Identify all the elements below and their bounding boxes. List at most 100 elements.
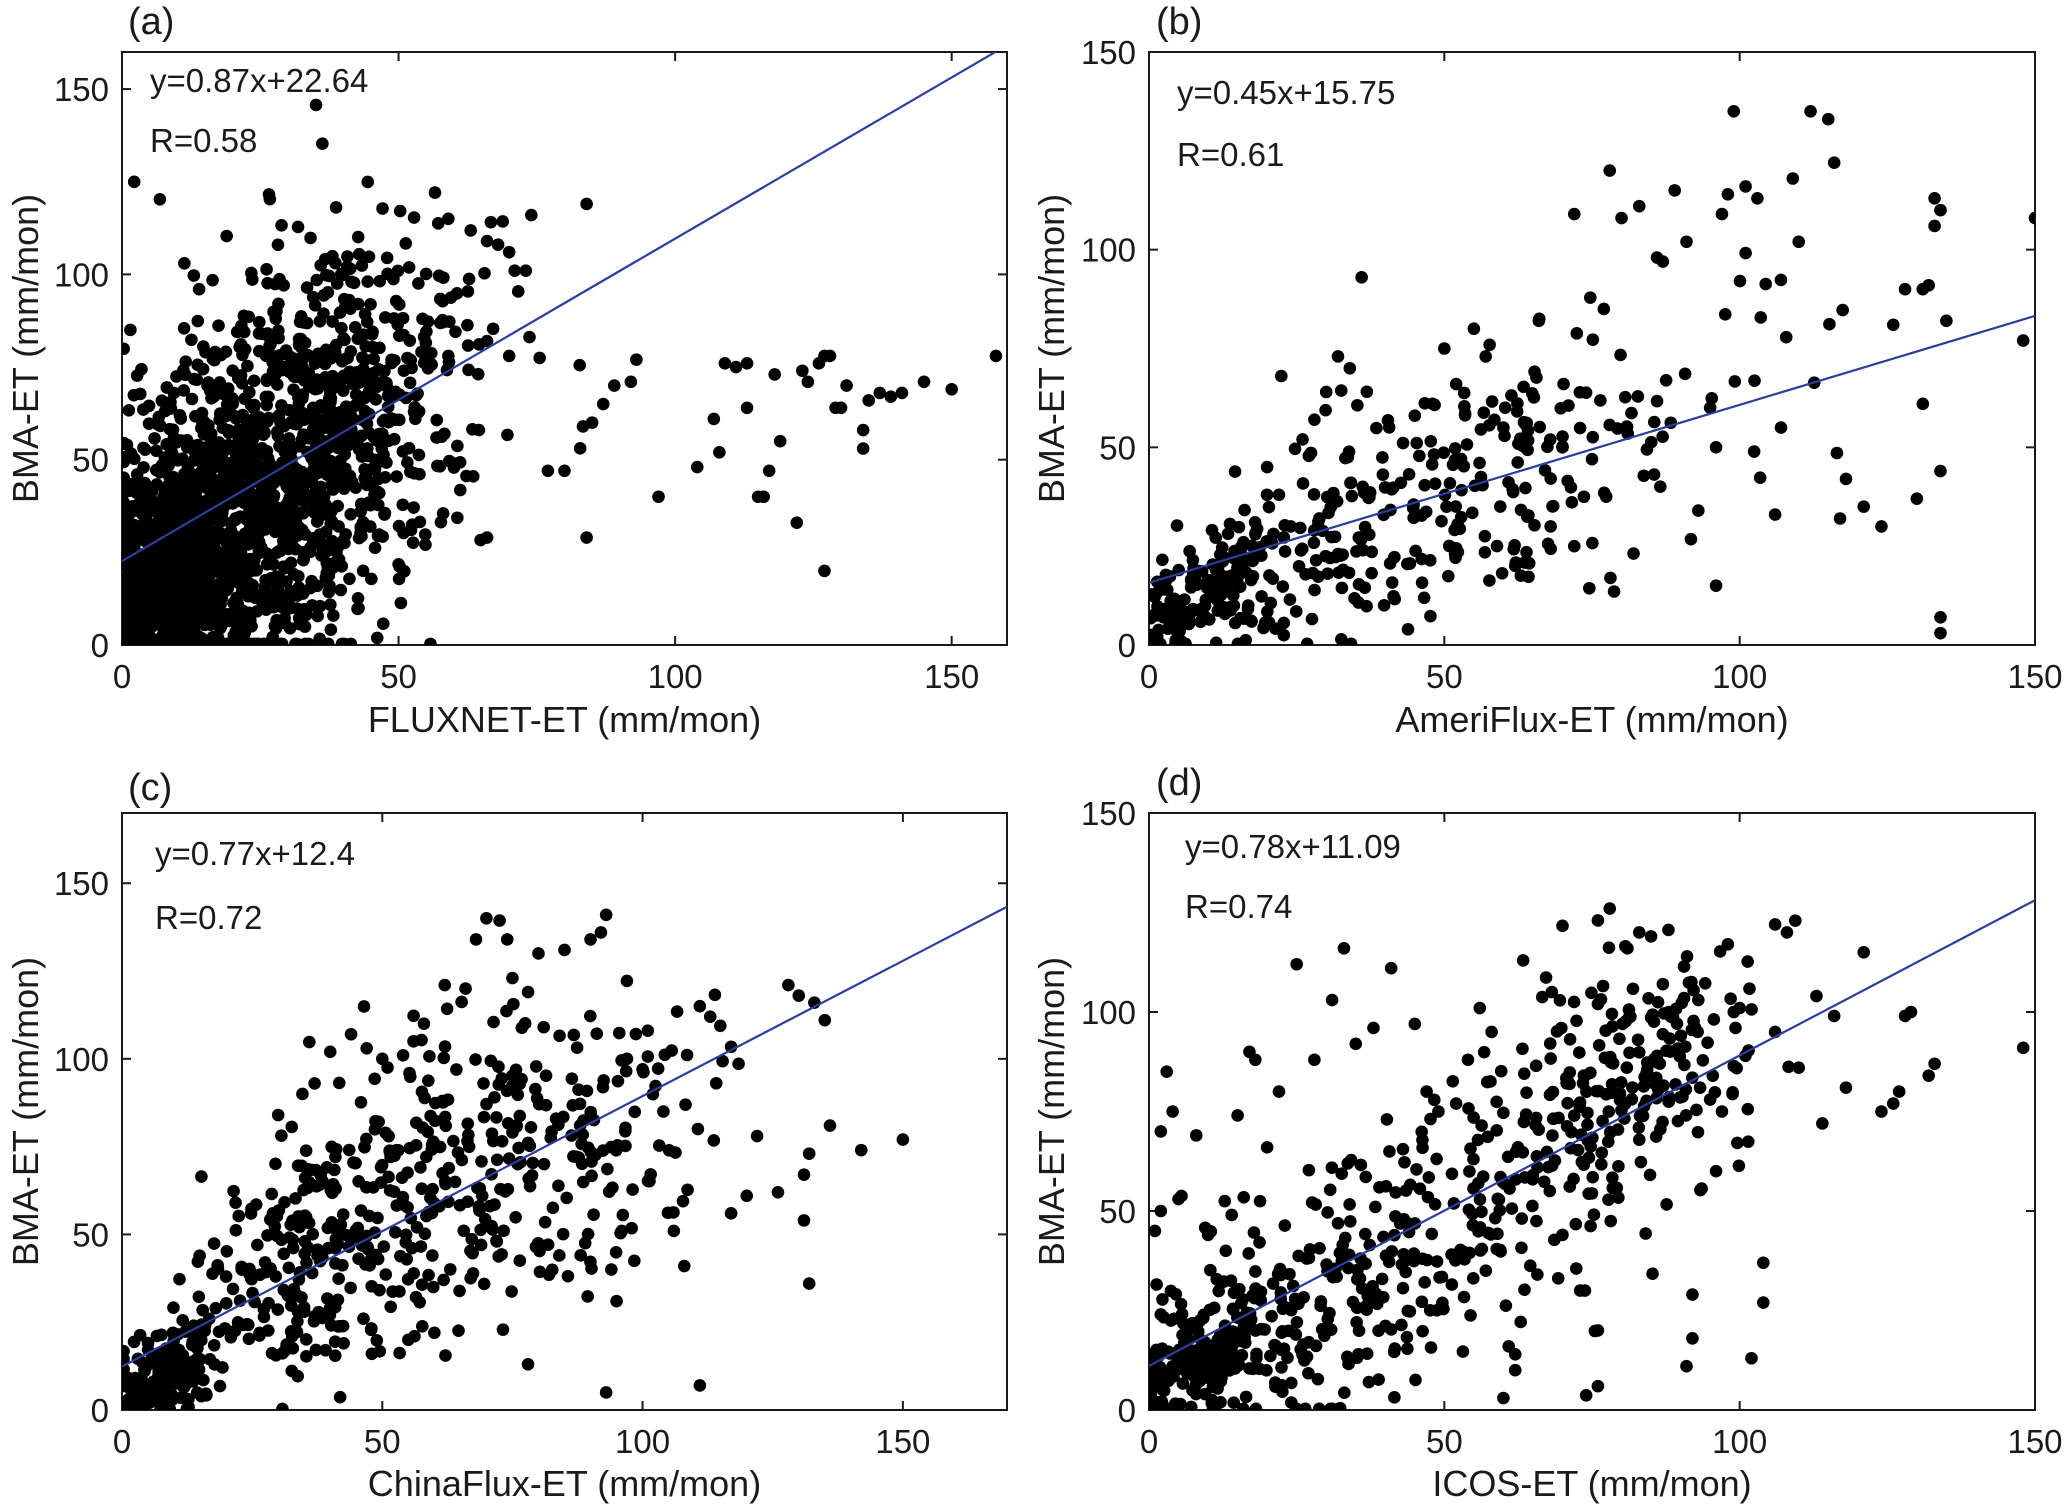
data-point	[144, 1391, 158, 1405]
data-point	[1273, 1262, 1287, 1276]
data-point	[740, 1189, 754, 1203]
data-point	[176, 1314, 189, 1327]
data-point	[124, 506, 138, 520]
data-point	[1670, 1017, 1684, 1030]
data-point	[1155, 1383, 1169, 1396]
data-point	[300, 281, 314, 294]
data-point	[1516, 1042, 1529, 1056]
data-point	[1479, 1264, 1493, 1277]
data-point	[1739, 180, 1752, 193]
data-point	[291, 220, 305, 234]
data-point	[480, 531, 494, 544]
data-point	[1208, 1301, 1221, 1315]
data-point	[1219, 1337, 1233, 1351]
data-point	[1816, 1117, 1829, 1130]
data-point	[255, 442, 269, 455]
data-point	[326, 369, 339, 383]
data-point	[546, 1201, 560, 1215]
data-point	[1466, 1207, 1479, 1221]
data-point	[1204, 1263, 1217, 1277]
data-point	[1508, 559, 1522, 573]
data-point	[407, 1009, 420, 1023]
data-point	[751, 490, 765, 504]
data-point	[740, 357, 754, 370]
data-point	[360, 1041, 373, 1055]
data-point	[1319, 385, 1333, 399]
data-point	[609, 1245, 623, 1259]
data-point	[249, 534, 262, 548]
data-point	[177, 321, 191, 335]
data-point	[448, 1175, 462, 1189]
x-tick-label: 100	[648, 658, 703, 695]
data-point	[122, 518, 136, 532]
data-point	[681, 1183, 694, 1197]
data-point	[477, 1277, 491, 1291]
data-point	[1495, 566, 1509, 580]
data-point	[1545, 985, 1559, 999]
data-point	[1516, 954, 1530, 967]
data-point	[1294, 544, 1308, 557]
data-point	[513, 1109, 527, 1123]
data-point	[1698, 977, 1712, 990]
data-point	[501, 1116, 515, 1130]
data-point	[231, 597, 244, 610]
data-point	[1934, 203, 1947, 217]
data-point	[447, 457, 461, 470]
data-point	[438, 427, 451, 441]
data-point	[235, 452, 248, 466]
data-point	[1435, 1270, 1449, 1284]
data-point	[495, 1134, 509, 1148]
data-point	[1651, 995, 1665, 1009]
data-point	[2016, 1041, 2030, 1055]
data-point	[1657, 1079, 1670, 1092]
data-point	[390, 1199, 404, 1212]
data-point	[416, 312, 429, 326]
data-point	[584, 1009, 597, 1023]
data-point	[573, 358, 587, 372]
data-point	[1753, 471, 1767, 485]
data-point	[1334, 384, 1348, 397]
data-point	[206, 273, 219, 287]
data-point	[1804, 105, 1817, 118]
data-point	[437, 1273, 450, 1287]
y-tick-label: 50	[1099, 429, 1136, 466]
panel-b: 0 50 100 150050100150y=0.45x+15.75R=0.61(b)…	[1031, 1, 2063, 740]
data-point	[2016, 334, 2030, 347]
data-point	[1415, 576, 1429, 589]
data-point	[369, 393, 383, 406]
data-point	[168, 1341, 181, 1355]
data-point	[365, 572, 378, 586]
data-point	[1567, 539, 1581, 553]
data-point	[189, 637, 203, 645]
data-point	[1341, 1261, 1355, 1275]
data-point	[1312, 1402, 1326, 1410]
data-point	[132, 497, 146, 511]
data-point	[459, 982, 472, 995]
data-point	[1319, 549, 1332, 563]
data-point	[1420, 1253, 1434, 1267]
data-point	[1335, 1167, 1349, 1181]
data-point	[1586, 1170, 1600, 1184]
data-point	[1605, 1086, 1618, 1100]
y-tick-label: 150	[1081, 795, 1136, 832]
data-point	[1272, 488, 1286, 502]
data-point	[1567, 995, 1581, 1009]
data-point	[423, 1050, 436, 1063]
y-tick-label: 150	[54, 71, 109, 108]
data-point	[1437, 446, 1450, 459]
data-point	[196, 1303, 209, 1317]
data-point	[440, 1002, 454, 1016]
data-point	[220, 229, 233, 243]
data-point	[358, 463, 371, 476]
data-point	[311, 609, 325, 623]
data-point	[585, 1169, 598, 1183]
data-point	[1579, 1389, 1593, 1402]
data-point	[464, 224, 478, 237]
data-point	[360, 1181, 373, 1194]
data-point	[1563, 1033, 1577, 1046]
data-point	[122, 1344, 130, 1358]
data-point	[194, 453, 208, 467]
data-point	[393, 204, 407, 218]
panel-label: (a)	[128, 1, 174, 43]
data-point	[282, 1261, 296, 1275]
